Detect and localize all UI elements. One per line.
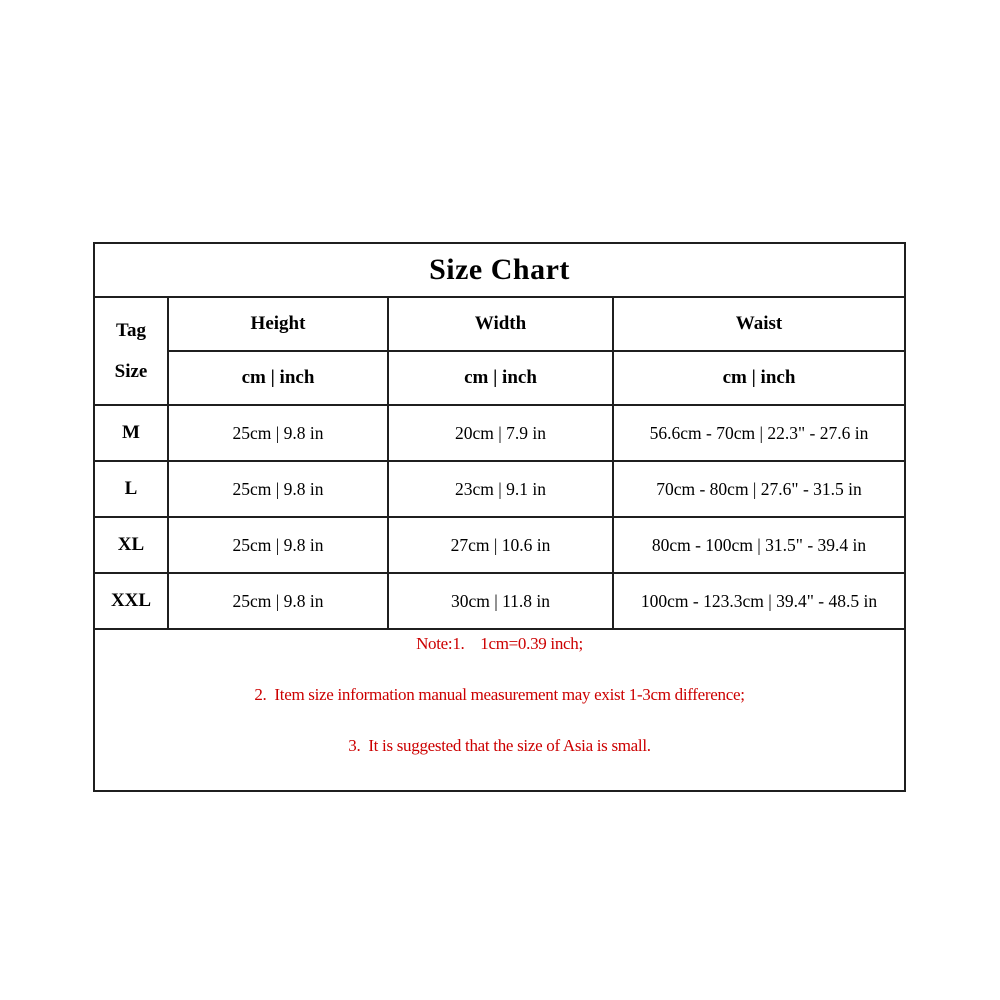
tag-size-header: Tag Size: [93, 296, 169, 406]
notes-section: Note:1. 1cm=0.39 inch; 2. Item size info…: [93, 628, 906, 792]
chart-title: Size Chart: [93, 242, 906, 298]
height-value-m: 25cm | 9.8 in: [167, 404, 389, 462]
size-label-xxl: XXL: [93, 572, 169, 630]
column-header-waist: Waist: [612, 296, 906, 352]
size-label-xl: XL: [93, 516, 169, 574]
size-row-l: L 25cm | 9.8 in 23cm | 9.1 in 70cm - 80c…: [93, 460, 906, 518]
height-value-xxl: 25cm | 9.8 in: [167, 572, 389, 630]
size-row-xxl: XXL 25cm | 9.8 in 30cm | 11.8 in 100cm -…: [93, 572, 906, 630]
size-label-l: L: [93, 460, 169, 518]
note-line-3: 3. It is suggested that the size of Asia…: [348, 735, 651, 755]
width-value-xl: 27cm | 10.6 in: [387, 516, 614, 574]
unit-header-height: cm | inch: [167, 350, 389, 406]
width-value-l: 23cm | 9.1 in: [387, 460, 614, 518]
width-value-xxl: 30cm | 11.8 in: [387, 572, 614, 630]
tag-size-header-line1: Tag: [116, 320, 146, 341]
width-value-m: 20cm | 7.9 in: [387, 404, 614, 462]
size-row-xl: XL 25cm | 9.8 in 27cm | 10.6 in 80cm - 1…: [93, 516, 906, 574]
tag-size-header-line2: Size: [114, 361, 148, 382]
unit-header-row: cm | inch cm | inch cm | inch: [94, 350, 906, 406]
column-header-row: Tag Size Height Width Waist: [93, 296, 906, 406]
size-row-m: M 25cm | 9.8 in 20cm | 7.9 in 56.6cm - 7…: [93, 404, 906, 462]
size-label-m: M: [93, 404, 169, 462]
column-header-height: Height: [167, 296, 389, 352]
column-header-width: Width: [387, 296, 614, 352]
waist-value-xxl: 100cm - 123.3cm | 39.4" - 48.5 in: [612, 572, 906, 630]
title-row: Size Chart: [93, 242, 906, 298]
notes-row: Note:1. 1cm=0.39 inch; 2. Item size info…: [93, 628, 906, 792]
unit-header-waist: cm | inch: [612, 350, 906, 406]
height-value-l: 25cm | 9.8 in: [167, 460, 389, 518]
size-chart-table: Size Chart Tag Size Height Width Waist c…: [93, 242, 906, 792]
waist-value-xl: 80cm - 100cm | 31.5" - 39.4 in: [612, 516, 906, 574]
unit-header-width: cm | inch: [387, 350, 614, 406]
waist-value-m: 56.6cm - 70cm | 22.3" - 27.6 in: [612, 404, 906, 462]
note-line-1: Note:1. 1cm=0.39 inch;: [416, 633, 583, 653]
waist-value-l: 70cm - 80cm | 27.6" - 31.5 in: [612, 460, 906, 518]
height-value-xl: 25cm | 9.8 in: [167, 516, 389, 574]
note-line-2: 2. Item size information manual measurem…: [254, 684, 745, 704]
